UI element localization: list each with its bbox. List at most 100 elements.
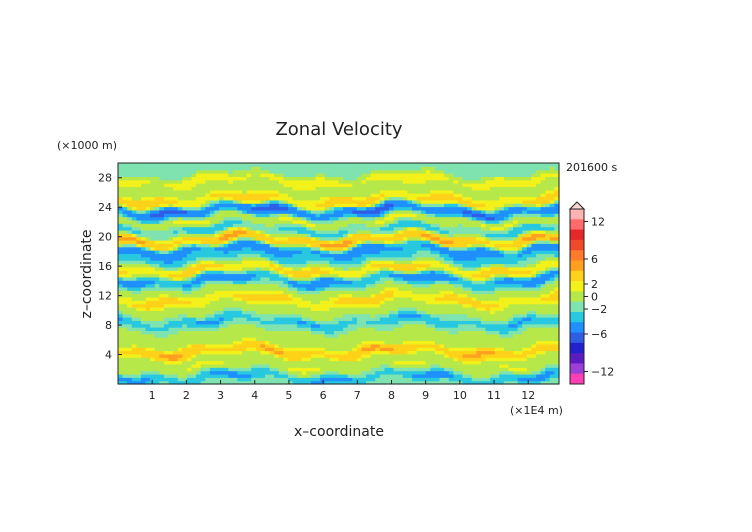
heatmap-cell [306, 300, 312, 305]
heatmap-cell [173, 317, 179, 321]
heatmap-cell [118, 310, 124, 315]
heatmap-cell [425, 320, 431, 325]
heatmap-cell [306, 283, 312, 288]
heatmap-cell [265, 313, 271, 318]
heatmap-cell [154, 353, 160, 358]
heatmap-cell [232, 296, 239, 301]
heatmap-cell [191, 303, 197, 308]
heatmap-cell [315, 327, 321, 332]
heatmap-cell [136, 193, 142, 198]
heatmap-cell [122, 186, 128, 191]
heatmap-cell [274, 270, 280, 275]
heatmap-cell [379, 176, 386, 181]
heatmap-cell [278, 293, 284, 298]
heatmap-cell [329, 179, 335, 184]
heatmap-cell [375, 166, 381, 171]
heatmap-cell [444, 293, 450, 298]
heatmap-cell [163, 236, 170, 241]
heatmap-cell [255, 233, 262, 238]
heatmap-cell [163, 176, 170, 181]
heatmap-cell [150, 246, 156, 251]
heatmap-cell [118, 340, 124, 345]
heatmap-cell [389, 283, 395, 288]
heatmap-cell [255, 206, 262, 211]
heatmap-cell [177, 290, 183, 295]
heatmap-cell [163, 360, 170, 365]
heatmap-cell [287, 276, 294, 281]
heatmap-cell [434, 363, 441, 368]
heatmap-cell [412, 357, 418, 362]
heatmap-cell [122, 367, 128, 372]
heatmap-cell [439, 266, 445, 271]
heatmap-cell [219, 263, 225, 268]
heatmap-cell [425, 176, 431, 181]
heatmap-cell [150, 216, 156, 221]
heatmap-cell [265, 290, 271, 295]
heatmap-cell [343, 293, 349, 298]
heatmap-cell [196, 330, 202, 335]
heatmap-cell [306, 216, 312, 221]
heatmap-cell [393, 337, 399, 342]
heatmap-cell [384, 347, 390, 352]
heatmap-cell [186, 196, 193, 201]
heatmap-cell [255, 219, 262, 224]
heatmap-cell [343, 306, 349, 311]
heatmap-cell [196, 380, 202, 385]
heatmap-cell [150, 293, 156, 298]
heatmap-cell [398, 216, 404, 221]
heatmap-cell [209, 203, 216, 208]
heatmap-cell [191, 260, 197, 265]
heatmap-cell [163, 266, 170, 271]
heatmap-cell [393, 270, 399, 275]
heatmap-cell [366, 256, 372, 261]
heatmap-cell [407, 243, 413, 248]
heatmap-cell [228, 216, 234, 221]
heatmap-cell [159, 166, 165, 171]
heatmap-cell [173, 373, 179, 378]
heatmap-cell [173, 223, 179, 228]
heatmap-cell [251, 340, 257, 345]
heatmap-cell [274, 246, 280, 251]
heatmap-cell [200, 206, 206, 211]
heatmap-cell [219, 380, 225, 385]
heatmap-cell [352, 256, 358, 261]
heatmap-cell [150, 193, 156, 198]
heatmap-cell [425, 163, 431, 167]
heatmap-cell [320, 233, 326, 238]
heatmap-cell [154, 216, 160, 221]
heatmap-cell [131, 286, 137, 291]
heatmap-cell [389, 357, 395, 362]
heatmap-cell [145, 330, 151, 335]
heatmap-cell [292, 183, 298, 188]
heatmap-cell [439, 240, 445, 244]
heatmap-cell [430, 186, 436, 191]
heatmap-cell [186, 193, 193, 198]
heatmap-cell [274, 380, 280, 385]
heatmap-cell [274, 219, 280, 224]
heatmap-cell [393, 266, 399, 271]
heatmap-cell [448, 293, 454, 298]
heatmap-cell [352, 377, 358, 382]
heatmap-cell [150, 233, 156, 238]
heatmap-cell [384, 290, 390, 295]
heatmap-cell [407, 363, 413, 368]
heatmap-cell [343, 263, 349, 268]
heatmap-cell [150, 350, 156, 355]
heatmap-cell [186, 293, 193, 298]
heatmap-cell [177, 296, 183, 301]
heatmap-cell [209, 236, 216, 241]
heatmap-cell [462, 330, 468, 335]
heatmap-cell [242, 347, 248, 352]
heatmap-cell [306, 273, 312, 278]
heatmap-cell [260, 203, 266, 208]
heatmap-cell [444, 373, 450, 378]
heatmap-cell [384, 250, 390, 255]
heatmap-cell [375, 353, 381, 358]
heatmap-cell [163, 250, 170, 255]
heatmap-cell [191, 310, 197, 315]
heatmap-cell [205, 270, 211, 275]
heatmap-cell [136, 317, 142, 321]
heatmap-cell [159, 370, 165, 375]
heatmap-cell [209, 199, 216, 204]
heatmap-cell [430, 166, 436, 171]
